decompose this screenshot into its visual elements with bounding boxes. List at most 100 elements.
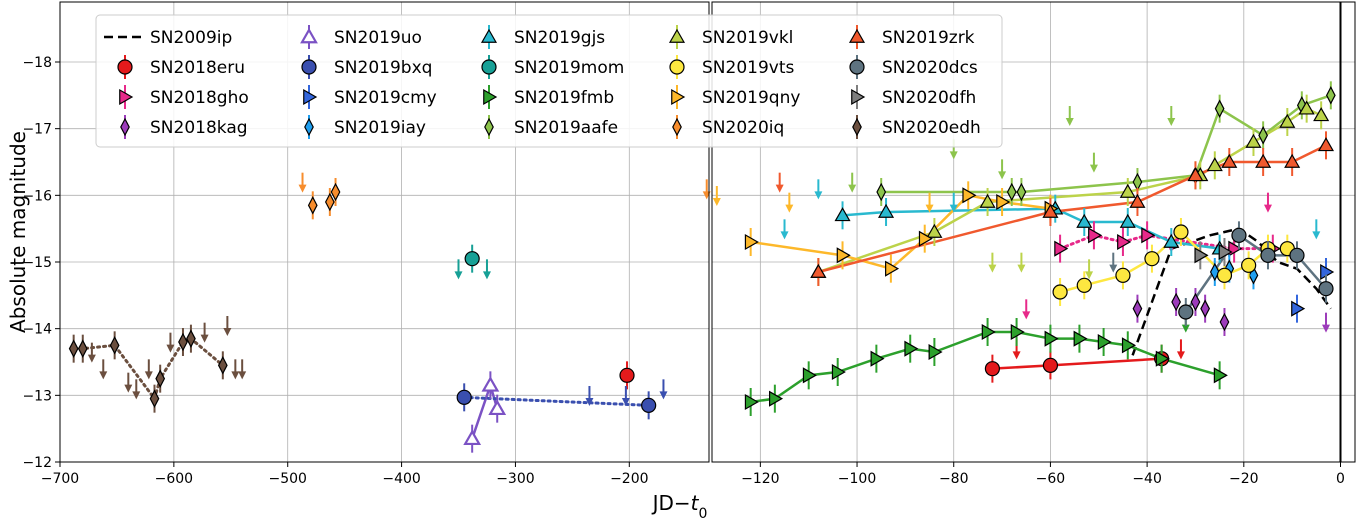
y-tick-label: −17 xyxy=(22,122,52,138)
x-tick-label: −200 xyxy=(610,471,648,487)
data-point xyxy=(483,88,498,106)
upper-limit-arrowhead xyxy=(87,354,96,363)
x-tick-label: −80 xyxy=(939,471,969,487)
upper-limit-arrowhead xyxy=(238,371,247,380)
data-point xyxy=(1187,167,1204,182)
data-point xyxy=(1200,299,1211,318)
data-point xyxy=(1317,137,1335,152)
upper-limit-arrowhead xyxy=(659,391,668,400)
series-line-SN2019bxq xyxy=(462,395,651,407)
data-point xyxy=(463,429,482,446)
axes-frame xyxy=(59,1,710,463)
data-point xyxy=(1076,213,1093,228)
upper-limit-arrowhead xyxy=(1085,271,1094,280)
legend-entry: SN2019gjs xyxy=(514,28,605,48)
data-point xyxy=(1121,337,1136,354)
data-point xyxy=(1144,251,1160,267)
data-point xyxy=(1258,126,1269,145)
y-tick-label: −18 xyxy=(22,55,52,71)
upper-limit-arrowhead xyxy=(1017,264,1026,273)
x-tick-label: −600 xyxy=(155,471,193,487)
data-point xyxy=(456,389,472,405)
y-tick-label: −12 xyxy=(22,455,52,471)
data-point xyxy=(149,389,160,408)
x-tick-label: −20 xyxy=(1229,471,1259,487)
data-point xyxy=(117,59,133,75)
legend-entry: SN2020edh xyxy=(882,118,981,138)
data-point xyxy=(1190,292,1201,312)
legend-box xyxy=(95,14,1003,148)
data-point xyxy=(928,343,943,361)
upper-limit-arrowhead xyxy=(775,184,784,193)
x-tick-label: −400 xyxy=(382,471,420,487)
legend-entry: SN2019cmy xyxy=(334,88,437,108)
y-tick-label: −15 xyxy=(22,255,52,271)
legend-entry: SN2019qny xyxy=(702,88,800,108)
upper-limit-arrowhead xyxy=(482,271,491,280)
data-point xyxy=(1016,182,1027,202)
data-point xyxy=(836,247,851,264)
legend: SN2009ip SN2018eru SN2018gho SN2018kag SN201… xyxy=(95,14,1003,148)
data-point xyxy=(1241,257,1257,273)
legend-entry: SN2018gho xyxy=(150,88,249,108)
data-point xyxy=(1216,267,1233,283)
upper-limit-arrowhead xyxy=(1321,324,1330,333)
series-line-SN2019zrk xyxy=(818,144,1327,274)
data-point xyxy=(464,251,480,267)
x-axis-label: JD−t0 xyxy=(651,491,708,522)
data-point xyxy=(77,339,88,358)
data-point xyxy=(1119,183,1136,198)
data-point xyxy=(1163,233,1180,248)
data-point xyxy=(1194,247,1209,264)
data-point xyxy=(1313,107,1330,122)
upper-limit-arrowhead xyxy=(780,231,789,240)
x-tick-label: −40 xyxy=(1132,471,1162,487)
x-tick-label: −60 xyxy=(1036,471,1066,487)
data-point xyxy=(1173,224,1189,240)
data-point xyxy=(1218,243,1233,261)
data-point xyxy=(981,323,996,341)
upper-limit-arrowhead xyxy=(124,384,133,393)
data-point xyxy=(744,393,759,411)
upper-limit-arrowhead xyxy=(454,271,463,280)
legend-entry: SN2018kag xyxy=(150,118,248,138)
y-tick-label: −13 xyxy=(22,388,52,404)
upper-limit-arrowhead xyxy=(1181,324,1190,333)
legend-entry: SN2020iq xyxy=(702,118,784,138)
data-point xyxy=(155,369,166,388)
upper-limit-arrowhead xyxy=(99,371,108,380)
data-point xyxy=(1298,100,1315,115)
data-point xyxy=(926,223,943,238)
upper-limit-arrowhead xyxy=(949,204,958,213)
legend-entry: SN2019vkl xyxy=(702,28,793,48)
data-point xyxy=(481,59,497,75)
series-line-SN2018eru xyxy=(992,357,1162,370)
data-point xyxy=(848,28,866,43)
data-point xyxy=(851,88,866,106)
data-point xyxy=(1132,172,1143,192)
data-point xyxy=(852,117,862,137)
legend-entry: SN2020dfh xyxy=(882,88,976,108)
upper-limit-arrowhead xyxy=(998,171,1007,180)
upper-limit-arrowhead xyxy=(1263,204,1272,213)
data-point xyxy=(1155,350,1170,367)
data-point xyxy=(488,399,507,416)
data-point xyxy=(1141,227,1156,244)
upper-limit-arrowhead xyxy=(621,398,630,406)
data-point xyxy=(1006,182,1017,202)
axes-frames xyxy=(59,1,1356,463)
data-point xyxy=(300,27,318,44)
data-point xyxy=(768,390,784,407)
data-point xyxy=(668,28,686,43)
upper-limit-arrowhead xyxy=(1089,164,1098,173)
data-point xyxy=(984,361,1001,377)
x-tick-label: 0 xyxy=(1336,471,1345,487)
upper-limit-arrowhead xyxy=(144,371,153,380)
data-point xyxy=(878,203,895,218)
upper-limit-arrowhead xyxy=(1167,118,1176,126)
upper-limit-arrowhead xyxy=(200,334,209,343)
legend-entry: SN2019fmb xyxy=(514,88,614,108)
y-tick-label: −14 xyxy=(22,322,52,338)
upper-limit-arrowhead xyxy=(1022,311,1031,320)
